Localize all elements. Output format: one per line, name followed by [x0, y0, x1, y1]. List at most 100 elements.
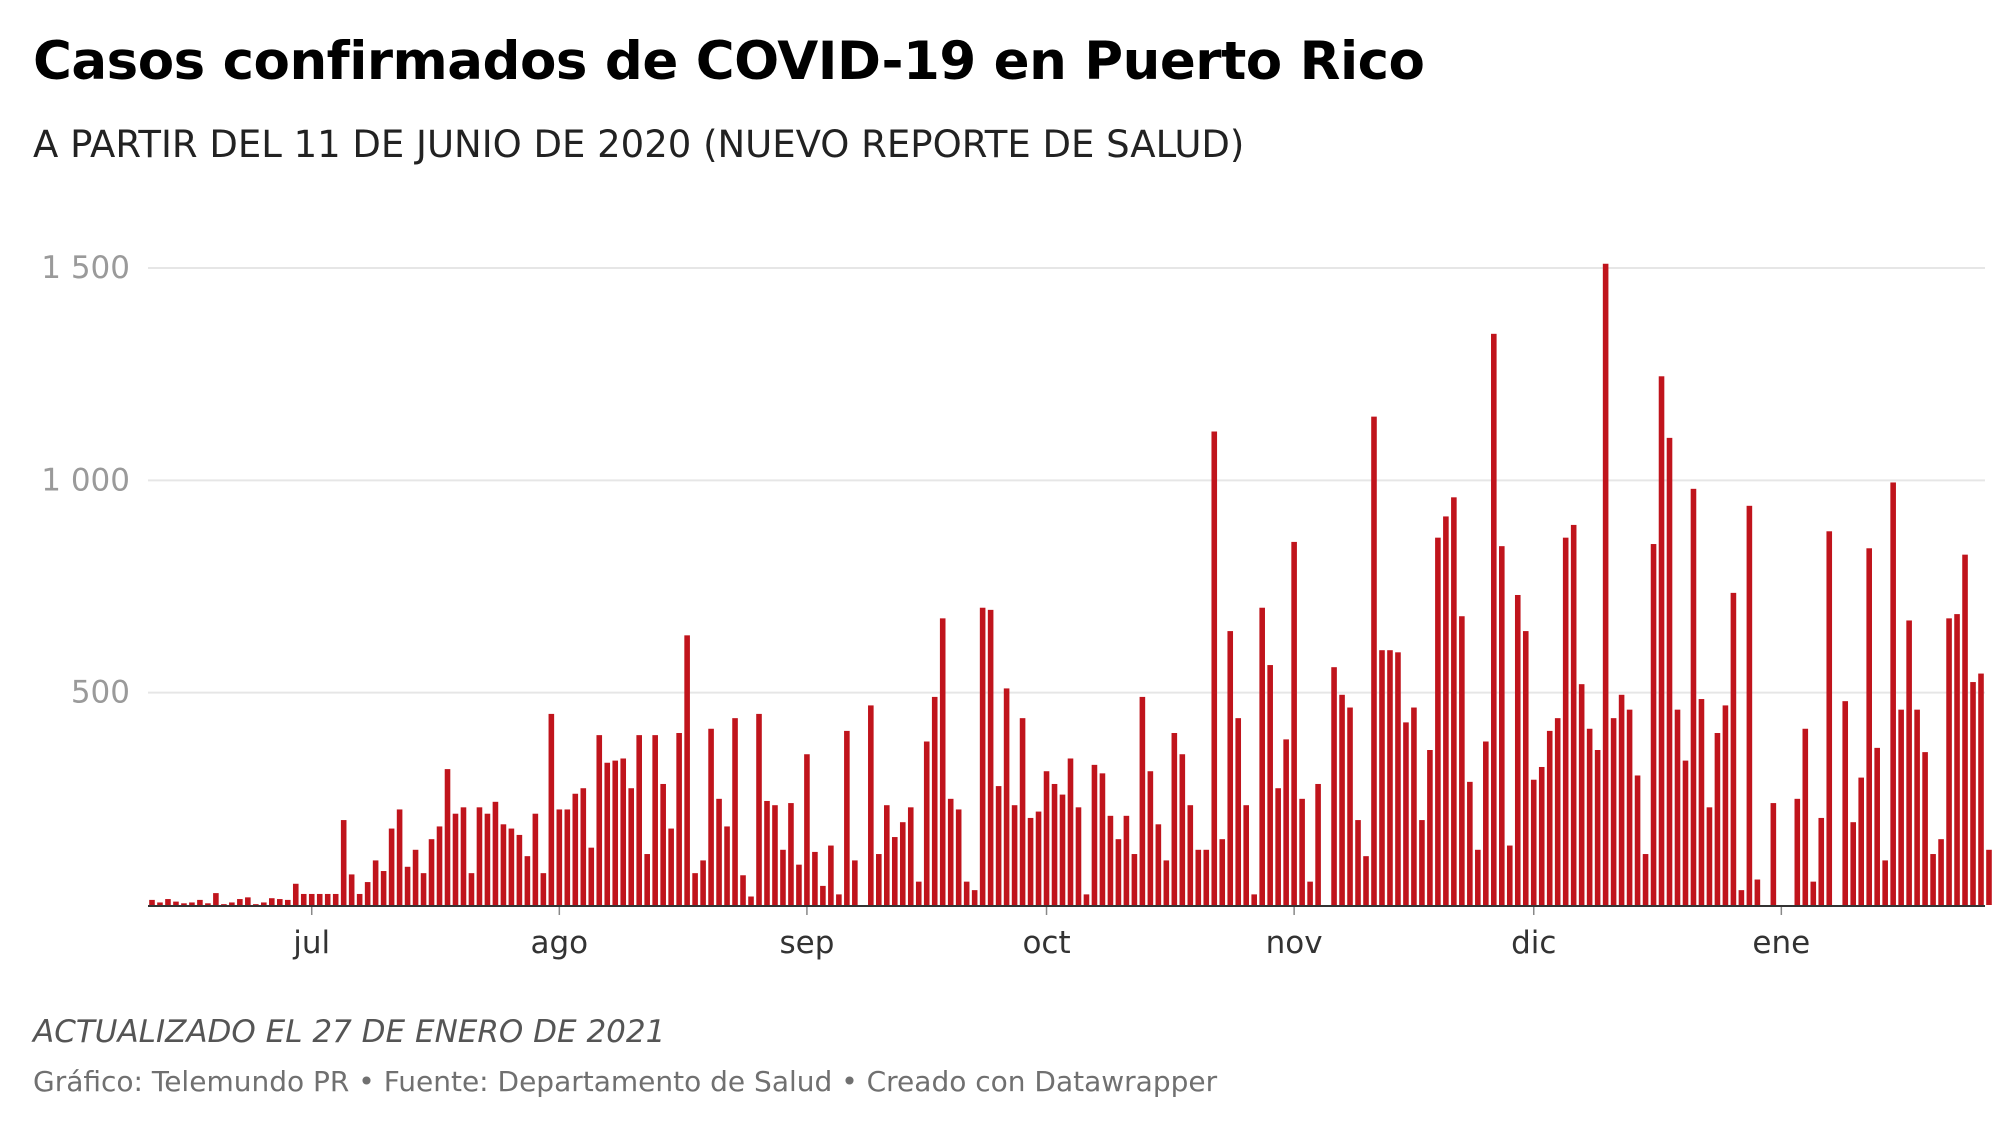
bar [1195, 849, 1202, 905]
bar [1307, 881, 1313, 905]
bar [516, 834, 523, 905]
bar [652, 735, 658, 905]
bar [963, 881, 970, 905]
bar [588, 847, 595, 905]
bar [1083, 894, 1090, 905]
bar [1147, 771, 1154, 905]
bar [1027, 817, 1034, 905]
bar [1530, 779, 1537, 905]
bar [1730, 592, 1737, 905]
bar [276, 899, 283, 905]
bar [955, 809, 962, 905]
bar [868, 705, 874, 905]
bar [1435, 537, 1441, 905]
bar [740, 875, 746, 905]
bar [292, 883, 299, 905]
bar [915, 881, 922, 905]
bar [388, 828, 395, 905]
bar [1115, 839, 1122, 905]
bar [1203, 849, 1210, 905]
bar [1259, 607, 1265, 905]
bar [620, 758, 627, 905]
bar [907, 807, 914, 905]
bar [1754, 879, 1761, 905]
bar [1187, 805, 1194, 905]
bar [197, 899, 203, 905]
bar [1347, 707, 1353, 905]
bar [1395, 652, 1401, 905]
bar [1043, 771, 1050, 905]
bar [524, 856, 531, 905]
bar [1035, 811, 1042, 905]
bar [1403, 722, 1409, 905]
bar [1355, 820, 1361, 905]
bar [181, 903, 187, 905]
bar [1075, 807, 1082, 905]
bar [692, 873, 698, 905]
bar [1674, 709, 1681, 905]
x-tick-label: oct [1022, 925, 1070, 961]
bar [189, 902, 195, 905]
bar [1443, 516, 1449, 905]
bar [1499, 546, 1505, 905]
bar [1634, 775, 1641, 905]
bar [340, 820, 347, 905]
bar [508, 828, 515, 905]
gridlines [148, 267, 1985, 694]
update-note: ACTUALIZADO EL 27 DE ENERO DE 2021 [33, 1014, 666, 1050]
bar [668, 828, 674, 905]
bar [1427, 750, 1433, 905]
bar [157, 902, 163, 905]
bar [1930, 854, 1936, 905]
bar [572, 793, 579, 905]
bar [923, 741, 930, 905]
bar [1163, 860, 1170, 905]
bar [1970, 682, 1976, 905]
bar [1954, 614, 1960, 905]
bar [436, 826, 443, 905]
bar [1419, 820, 1425, 905]
bar [1682, 760, 1689, 905]
bar [756, 713, 762, 905]
bar [532, 813, 539, 905]
bar [1243, 805, 1249, 905]
bar [596, 735, 603, 905]
bar [1722, 705, 1729, 905]
bar [1139, 696, 1146, 905]
x-tick-label: ene [1752, 925, 1810, 961]
bar [1650, 544, 1657, 905]
bar [444, 769, 451, 905]
bar [732, 718, 738, 905]
bar [1626, 709, 1633, 905]
bar [1914, 709, 1920, 905]
bar [364, 882, 371, 905]
bar [1882, 860, 1888, 905]
bar [636, 735, 642, 905]
bar [1059, 794, 1066, 905]
bar [1091, 764, 1098, 905]
y-tick-label: 500 [71, 675, 130, 711]
bar [1642, 854, 1649, 905]
bar [1858, 777, 1864, 905]
bar [460, 807, 467, 905]
bar [748, 896, 754, 905]
bar [1315, 783, 1321, 905]
bar [1810, 881, 1817, 905]
bar [1794, 798, 1801, 905]
y-tick-label: 1 000 [41, 462, 130, 498]
bar [308, 893, 315, 905]
bar [1890, 482, 1896, 905]
bar [1506, 845, 1513, 905]
bar [1211, 431, 1218, 905]
bar [1219, 839, 1226, 905]
bar [1938, 839, 1944, 905]
bar [1067, 758, 1074, 905]
bar [1275, 788, 1281, 905]
bar [452, 813, 459, 905]
bar [724, 826, 730, 905]
separator-dot: • [358, 1065, 384, 1098]
bar [1291, 541, 1297, 905]
bar [261, 902, 267, 905]
bar-chart: 500 1 000 1 500 jul ago sep oct nov dic ene [41, 250, 1992, 961]
bar [676, 733, 682, 905]
